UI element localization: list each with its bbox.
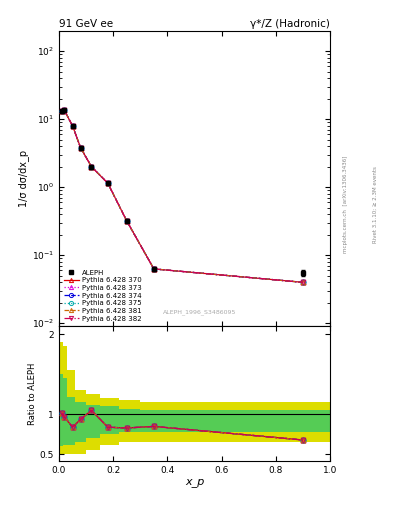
Y-axis label: Ratio to ALEPH: Ratio to ALEPH [28,362,37,425]
Text: γ*/Z (Hadronic): γ*/Z (Hadronic) [250,18,330,29]
Legend: ALEPH, Pythia 6.428 370, Pythia 6.428 373, Pythia 6.428 374, Pythia 6.428 375, P: ALEPH, Pythia 6.428 370, Pythia 6.428 37… [62,268,143,323]
Text: mcplots.cern.ch  [arXiv:1306.3436]: mcplots.cern.ch [arXiv:1306.3436] [343,156,348,253]
Y-axis label: 1/σ dσ/dx_p: 1/σ dσ/dx_p [18,150,29,207]
Text: Rivet 3.1.10; ≥ 2.3M events: Rivet 3.1.10; ≥ 2.3M events [373,166,378,243]
Text: ALEPH_1996_S3486095: ALEPH_1996_S3486095 [163,309,237,314]
Text: 91 GeV ee: 91 GeV ee [59,18,113,29]
X-axis label: x_p: x_p [185,477,204,487]
